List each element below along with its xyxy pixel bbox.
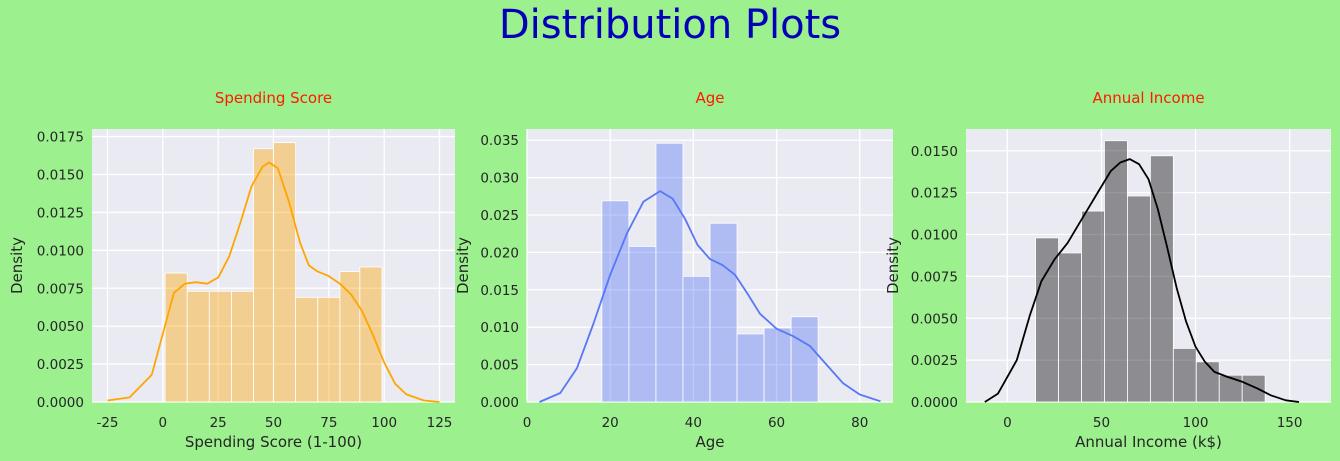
x-axis-label: Age <box>695 433 724 451</box>
histogram-bar <box>273 142 297 403</box>
histogram-bar <box>231 290 254 403</box>
histogram-bar <box>682 275 711 403</box>
plot-area-annual-income <box>966 129 1331 402</box>
x-tick-label: 0 <box>159 415 168 431</box>
subplot-age: 0 20 40 60 80 0.000 0.005 0.010 0.015 0.020 0.025 0… <box>454 129 893 451</box>
histogram-bar <box>1035 237 1059 403</box>
histogram-bar <box>208 290 232 403</box>
y-tick-label: 0.0125 <box>911 186 958 202</box>
y-tick-label: 0.010 <box>480 320 519 336</box>
histogram-bar <box>1104 140 1128 403</box>
histogram-bar <box>1195 361 1220 403</box>
x-tick-label: 25 <box>210 415 227 431</box>
y-tick-label: 0.0025 <box>911 353 958 369</box>
histogram-bar <box>1127 195 1151 403</box>
subplot-title-age: Age <box>695 89 725 107</box>
figure-title: Distribution Plots <box>498 2 842 48</box>
y-axis-label: Density <box>454 237 472 294</box>
histogram-bar <box>186 290 210 403</box>
histogram-bar <box>1218 374 1243 403</box>
x-axis-label: Annual Income (k$) <box>1075 433 1222 451</box>
x-tick-label: 0 <box>523 415 532 431</box>
histogram-bar <box>317 296 341 403</box>
subplot-annual-income: 0 50 100 150 0.0000 0.0025 0.0050 0.0075 0.0100 0… <box>884 129 1331 451</box>
histogram-bar <box>1081 210 1105 403</box>
y-tick-label: 0.0100 <box>911 228 958 244</box>
histogram-bar <box>253 148 274 403</box>
x-tick-label: 20 <box>602 415 619 431</box>
x-tick-label: 100 <box>1183 415 1209 431</box>
y-tick-label: 0.0175 <box>37 130 84 146</box>
x-tick-label: 0 <box>1003 415 1012 431</box>
histogram-bar <box>628 246 657 403</box>
subplot-spending-score: -25 0 25 50 75 100 125 0.0000 0.0025 0.0050 0.0075… <box>8 129 455 451</box>
kde-line <box>539 190 881 403</box>
kde-line <box>107 161 440 403</box>
histogram-bar <box>1241 374 1266 403</box>
y-tick-label: 0.0050 <box>37 319 84 335</box>
x-tick-label: 125 <box>427 415 453 431</box>
subplot-title-annual-income: Annual Income <box>1092 89 1205 107</box>
y-axis-label: Density <box>8 237 26 294</box>
y-tick-label: 0.025 <box>480 208 519 224</box>
y-tick-label: 0.0125 <box>37 205 84 221</box>
histogram-bar <box>601 200 630 403</box>
y-tick-label: 0.020 <box>480 245 519 261</box>
histogram-bar <box>1172 348 1197 403</box>
histogram-bar <box>359 266 383 403</box>
x-tick-label: 60 <box>768 415 785 431</box>
x-tick-label: 80 <box>851 415 868 431</box>
histogram-bar <box>1149 155 1174 403</box>
y-tick-label: 0.0150 <box>37 168 84 184</box>
y-tick-label: 0.030 <box>480 171 519 187</box>
y-tick-label: 0.005 <box>480 358 519 374</box>
histogram-bar <box>339 271 361 403</box>
y-tick-label: 0.0025 <box>37 357 84 373</box>
y-tick-label: 0.000 <box>480 395 519 411</box>
y-tick-label: 0.015 <box>480 283 519 299</box>
y-axis-label: Density <box>884 237 902 294</box>
x-axis-label: Spending Score (1-100) <box>185 433 362 451</box>
kde-line <box>984 158 1300 403</box>
x-tick-label: 100 <box>371 415 397 431</box>
histogram-bar <box>736 333 765 403</box>
y-tick-label: 0.0075 <box>911 269 958 285</box>
subplot-title-spending-score: Spending Score <box>214 89 333 107</box>
histogram-bar <box>295 296 319 403</box>
y-tick-label: 0.0000 <box>911 395 958 411</box>
y-tick-label: 0.0000 <box>37 395 84 411</box>
y-tick-label: 0.0075 <box>37 281 84 297</box>
x-tick-label: 75 <box>320 415 337 431</box>
y-tick-label: 0.0100 <box>37 243 84 259</box>
histogram-bar <box>763 327 792 403</box>
histogram-bar <box>1058 252 1082 403</box>
y-tick-label: 0.0050 <box>911 311 958 327</box>
y-tick-label: 0.035 <box>480 133 519 149</box>
histogram-bar <box>709 222 738 403</box>
histogram-bar <box>655 142 684 403</box>
x-tick-label: 50 <box>1093 415 1110 431</box>
x-tick-label: 50 <box>265 415 282 431</box>
x-tick-label: 150 <box>1277 415 1303 431</box>
x-tick-label: -25 <box>96 415 118 431</box>
y-tick-label: 0.0150 <box>911 144 958 160</box>
x-tick-label: 40 <box>685 415 702 431</box>
histogram-bar <box>790 316 819 403</box>
histogram-bar <box>164 272 188 403</box>
